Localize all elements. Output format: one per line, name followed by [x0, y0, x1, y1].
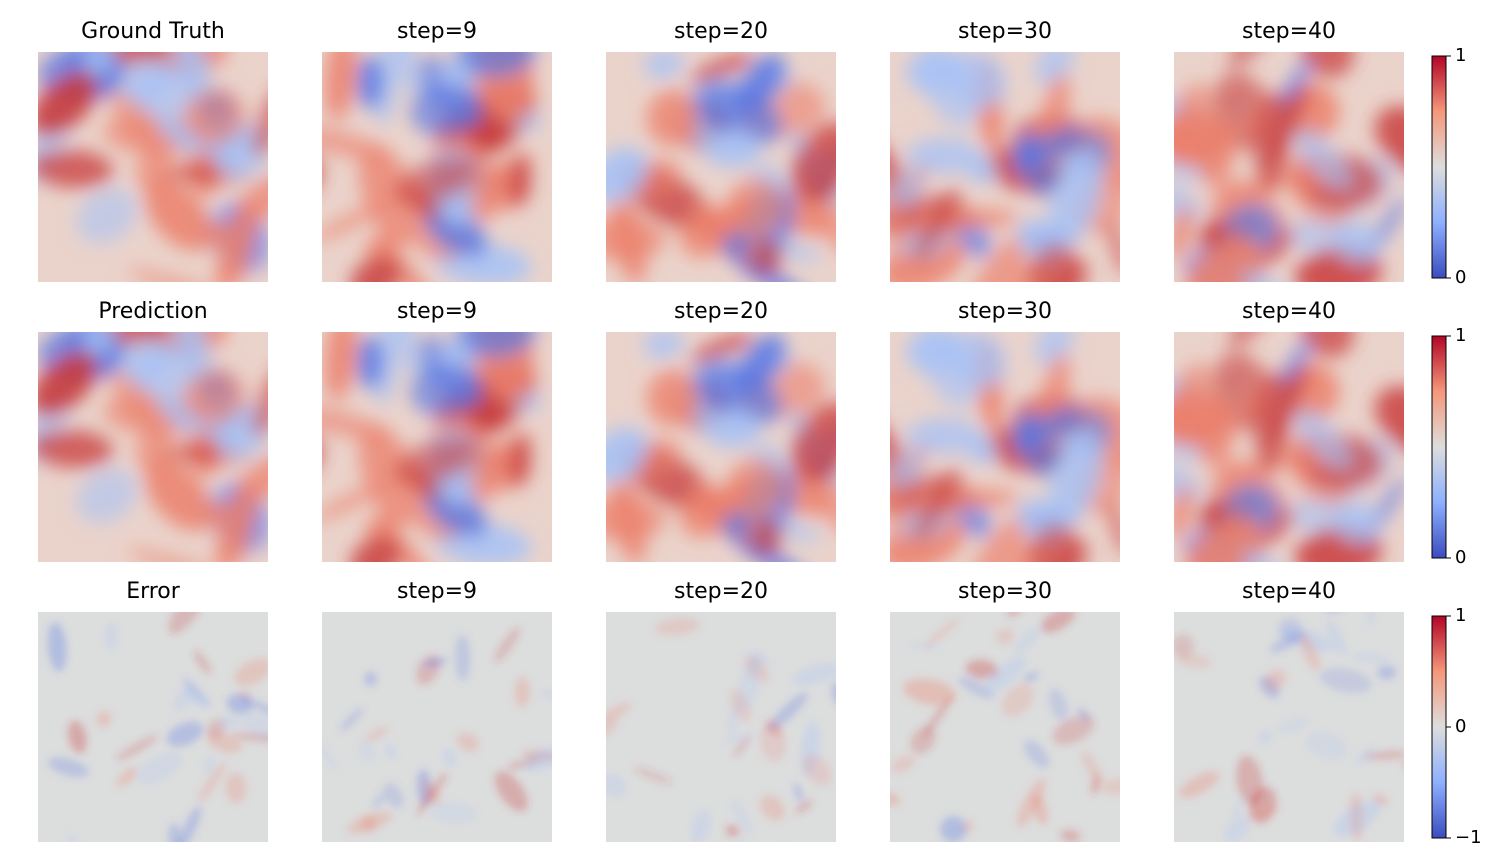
- field-image: [38, 332, 268, 562]
- field-image: [322, 52, 552, 282]
- field-image: [606, 52, 836, 282]
- field-image: [890, 52, 1120, 282]
- colorbar-tick-label: −1: [1455, 827, 1482, 848]
- panel-title: Ground Truth: [81, 19, 225, 44]
- panel-title: Prediction: [98, 299, 207, 324]
- panel-title: step=30: [958, 579, 1052, 604]
- panel-title: Error: [126, 579, 181, 604]
- panel-title: step=9: [397, 579, 477, 604]
- colorbar-tick-label: 1: [1455, 45, 1466, 66]
- colorbar-tick-label: 0: [1455, 267, 1466, 288]
- panel-title: step=30: [958, 299, 1052, 324]
- field-image: [1174, 612, 1404, 842]
- colorbar-tick-label: 0: [1455, 547, 1466, 568]
- colorbar-tick-label: 1: [1455, 325, 1466, 346]
- panel-title: step=9: [397, 299, 477, 324]
- colorbar: [1431, 615, 1447, 839]
- field-image: [1174, 332, 1404, 562]
- field-image: [322, 332, 552, 562]
- colorbar: [1431, 335, 1447, 559]
- colorbar-tick-label: 0: [1455, 716, 1466, 737]
- panel-title: step=40: [1242, 299, 1336, 324]
- field-image: [606, 612, 836, 842]
- panel-title: step=20: [674, 19, 768, 44]
- field-image: [38, 52, 268, 282]
- panel-title: step=40: [1242, 19, 1336, 44]
- colorbar-tick-label: 1: [1455, 605, 1466, 626]
- field-image: [890, 332, 1120, 562]
- colorbar: [1431, 55, 1447, 279]
- panel-title: step=30: [958, 19, 1052, 44]
- panel-title: step=20: [674, 299, 768, 324]
- field-image: [1174, 52, 1404, 282]
- field-image: [606, 332, 836, 562]
- panel-title: step=20: [674, 579, 768, 604]
- field-image: [322, 612, 552, 842]
- field-image: [890, 612, 1120, 842]
- panel-title: step=9: [397, 19, 477, 44]
- panel-title: step=40: [1242, 579, 1336, 604]
- field-image: [38, 612, 268, 842]
